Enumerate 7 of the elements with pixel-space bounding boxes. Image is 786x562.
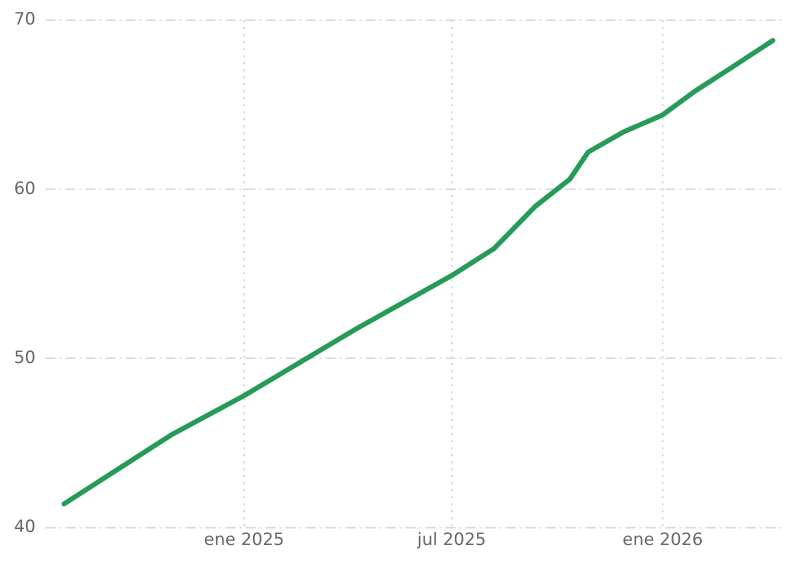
y-tick-label: 50: [14, 348, 36, 368]
y-tick-label: 60: [14, 178, 36, 199]
x-tick-label: ene 2025: [204, 530, 284, 550]
x-tick-label: ene 2026: [622, 530, 703, 550]
y-tick-label: 40: [14, 517, 36, 538]
y-tick-label: 70: [14, 10, 36, 30]
x-tick-label: jul 2025: [416, 530, 486, 550]
